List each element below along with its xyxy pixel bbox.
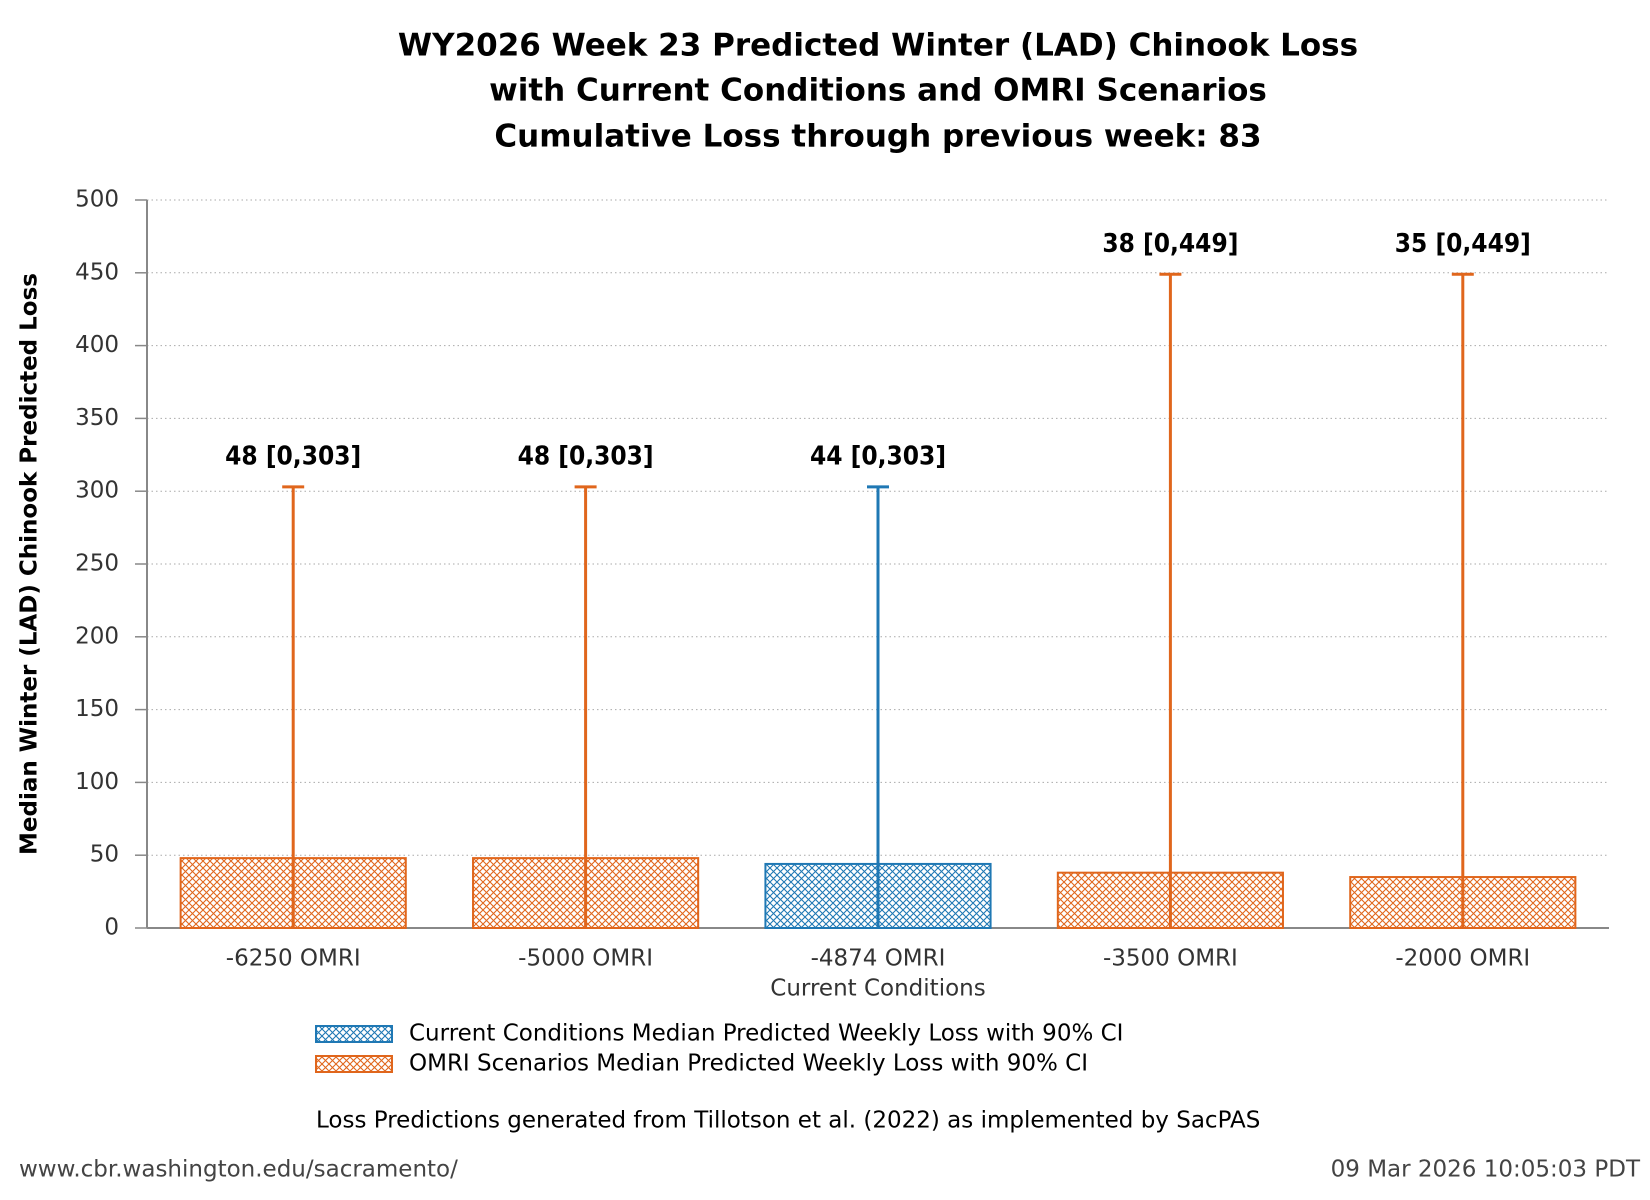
y-tick-label: 450 <box>75 259 119 285</box>
x-tick-label: -3500 OMRI <box>1103 946 1238 972</box>
chart-title: Cumulative Loss through previous week: 8… <box>494 119 1261 155</box>
x-tick-sublabel: Current Conditions <box>770 976 985 1002</box>
x-tick-label: -5000 OMRI <box>518 946 653 972</box>
legend-label: OMRI Scenarios Median Predicted Weekly L… <box>409 1051 1088 1077</box>
y-tick-label: 50 <box>90 842 119 868</box>
legend-swatch <box>315 1055 393 1073</box>
y-axis-label: Median Winter (LAD) Chinook Predicted Lo… <box>17 273 43 855</box>
value-label: 48 [0,303] <box>518 441 654 471</box>
footnote: Loss Predictions generated from Tillotso… <box>316 1108 1260 1134</box>
timestamp: 09 Mar 2026 10:05:03 PDT <box>1331 1157 1641 1183</box>
y-tick-label: 400 <box>75 332 119 358</box>
y-tick-label: 100 <box>75 769 119 795</box>
y-tick-label: 350 <box>75 405 119 431</box>
y-tick-label: 200 <box>75 623 119 649</box>
y-tick-label: 300 <box>75 478 119 504</box>
legend-label: Current Conditions Median Predicted Week… <box>409 1021 1123 1047</box>
chart-title: WY2026 Week 23 Predicted Winter (LAD) Ch… <box>398 28 1358 64</box>
value-label: 35 [0,449] <box>1395 229 1531 259</box>
y-tick-label: 0 <box>104 915 119 941</box>
x-tick-label: -4874 OMRI <box>811 946 946 972</box>
chart-title: with Current Conditions and OMRI Scenari… <box>489 73 1267 109</box>
x-tick-label: -2000 OMRI <box>1395 946 1530 972</box>
y-tick-label: 250 <box>75 551 119 577</box>
y-tick-label: 150 <box>75 696 119 722</box>
source-url: www.cbr.washington.edu/sacramento/ <box>19 1157 458 1183</box>
legend-swatch <box>315 1025 393 1043</box>
value-label: 48 [0,303] <box>225 441 361 471</box>
value-label: 38 [0,449] <box>1102 229 1238 259</box>
y-tick-label: 500 <box>75 187 119 213</box>
x-tick-label: -6250 OMRI <box>226 946 361 972</box>
value-label: 44 [0,303] <box>810 441 946 471</box>
